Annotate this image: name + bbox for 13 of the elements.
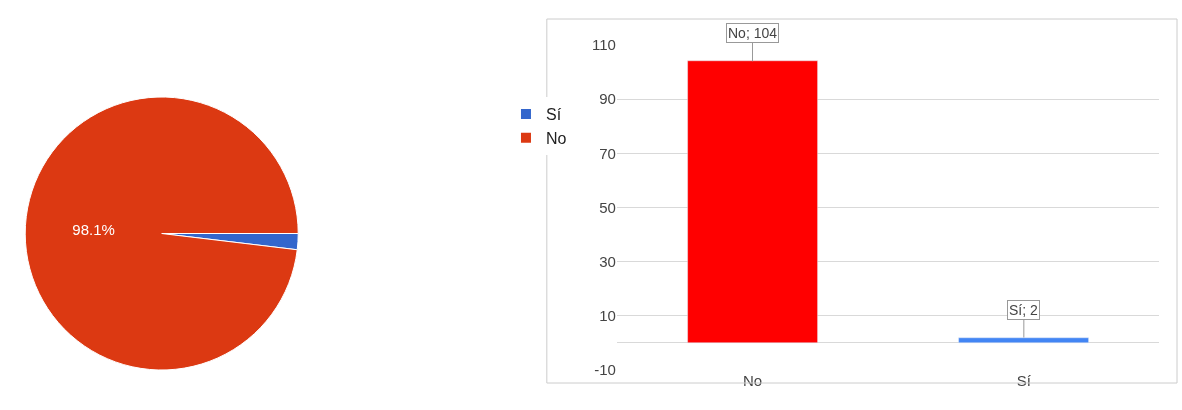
pie-slice — [24, 96, 299, 371]
data-label: 98.1% — [72, 220, 115, 238]
y-tick-label: 70 — [599, 144, 616, 162]
data-label: Sí; 2 — [1009, 302, 1039, 318]
y-tick-label: 10 — [599, 307, 616, 325]
legend-label: Sí — [545, 106, 562, 124]
y-tick-label: 50 — [599, 198, 616, 216]
y-tick-label: 110 — [591, 36, 616, 54]
legend-label: No — [545, 129, 567, 147]
y-tick-label: 30 — [599, 252, 616, 270]
data-label: No; 104 — [728, 25, 778, 41]
y-tick-label: -10 — [594, 361, 616, 379]
y-tick-label: 90 — [599, 90, 616, 108]
